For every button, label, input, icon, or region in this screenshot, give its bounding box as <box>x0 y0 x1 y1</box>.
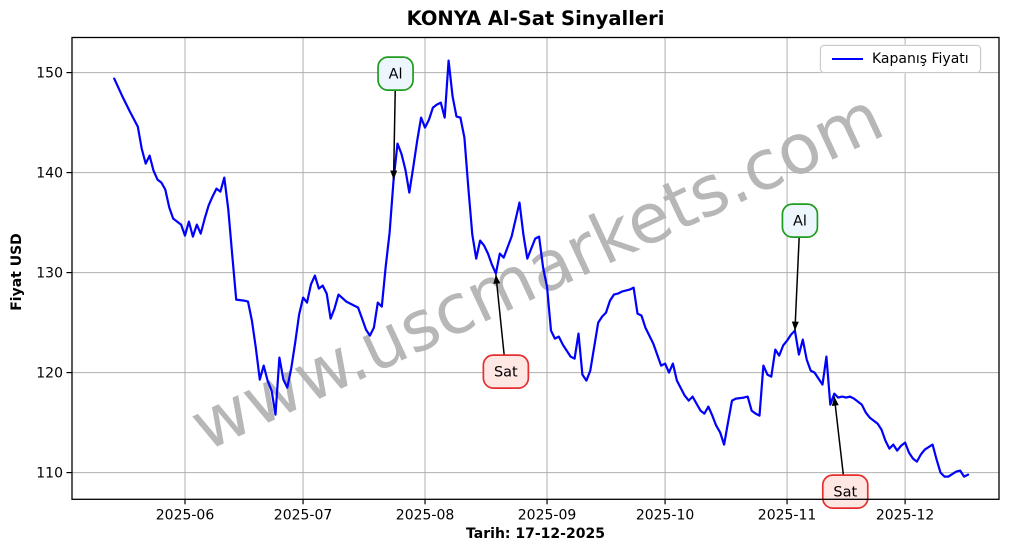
x-tick-label: 2025-09 <box>518 507 577 523</box>
signal-label: Sat <box>833 485 857 501</box>
x-tick-label: 2025-06 <box>156 507 215 523</box>
sell-signal-annotation: Sat <box>482 274 530 389</box>
legend-label: Kapanış Fiyatı <box>872 51 969 67</box>
sell-signal-annotation: Sat <box>821 396 869 509</box>
x-axis-title: Tarih: 17-12-2025 <box>466 526 605 542</box>
chart-title: KONYA Al-Sat Sinyalleri <box>406 7 665 30</box>
y-tick-labels: 110 120 130 140 150 <box>36 66 63 482</box>
tick-marks <box>66 71 906 505</box>
legend-line-sample <box>832 58 863 60</box>
signal-label: Sat <box>494 365 518 381</box>
legend: Kapanış Fiyatı <box>820 45 981 73</box>
y-tick-label: 130 <box>36 266 63 282</box>
y-tick-label: 110 <box>36 466 63 482</box>
x-tick-label: 2025-12 <box>876 507 935 523</box>
plot-border <box>71 36 1000 500</box>
y-axis-title: Fiyat USD <box>9 233 25 311</box>
y-tick-label: 150 <box>36 66 63 82</box>
x-tick-label: 2025-11 <box>758 507 817 523</box>
buy-signal-annotation: Al <box>781 203 819 331</box>
y-tick-label: 140 <box>36 166 63 182</box>
signal-label: Al <box>389 67 403 83</box>
x-tick-labels: 2025-06 2025-07 2025-08 2025-09 2025-10 2025-… <box>156 507 935 523</box>
buy-signal-annotation: Al <box>377 56 414 180</box>
grid <box>72 37 999 500</box>
price-line <box>113 59 970 478</box>
y-tick-label: 120 <box>36 366 63 382</box>
x-tick-label: 2025-08 <box>396 507 455 523</box>
signal-label: Al <box>793 214 807 230</box>
x-tick-label: 2025-10 <box>636 507 695 523</box>
x-tick-label: 2025-07 <box>274 507 333 523</box>
